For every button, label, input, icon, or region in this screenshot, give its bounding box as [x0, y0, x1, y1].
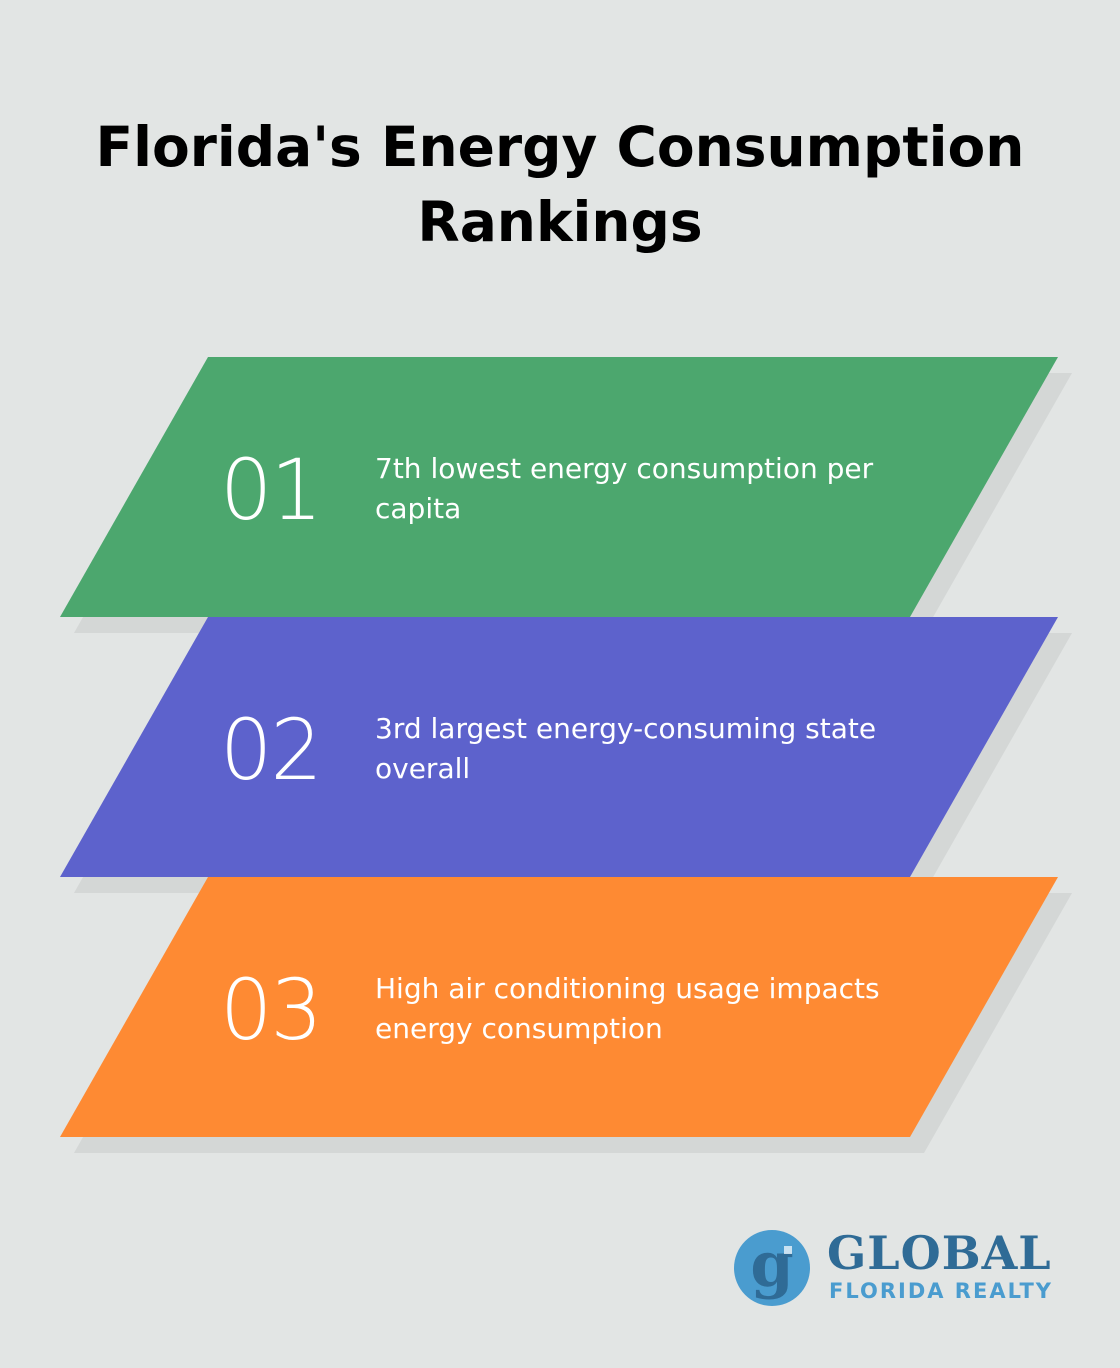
- ranking-item-2: 02 3rd largest energy-consuming state ov…: [0, 617, 1120, 893]
- ranking-text-3: High air conditioning usage impacts ener…: [375, 972, 880, 1045]
- svg-text:g: g: [750, 1228, 793, 1301]
- page-title-line-1: Florida's Energy Consumption: [95, 115, 1025, 179]
- ranking-item-3-shape: [60, 877, 1072, 1153]
- ranking-item-1-shape: [60, 357, 1072, 633]
- logo-name: GLOBAL: [827, 1226, 1052, 1280]
- page-title: Florida's Energy Consumption Rankings: [0, 110, 1120, 260]
- ranking-text-1: 7th lowest energy consumption per capita: [375, 452, 874, 525]
- brand-logo: g GLOBAL FLORIDA REALTY: [732, 1228, 1062, 1310]
- g-monogram-icon: g: [734, 1228, 810, 1306]
- ranking-item-3: 03 High air conditioning usage impacts e…: [0, 877, 1120, 1153]
- logo-tagline: FLORIDA REALTY: [829, 1279, 1054, 1303]
- ranking-text-2: 3rd largest energy-consuming state overa…: [375, 712, 877, 785]
- page-title-line-2: Rankings: [417, 190, 703, 254]
- ranking-number-3: 03: [220, 961, 323, 1059]
- ranking-item-1: 01 7th lowest energy consumption per cap…: [0, 357, 1120, 633]
- ranking-number-2: 02: [220, 701, 323, 799]
- ranking-number-1: 01: [220, 441, 323, 539]
- ranking-item-2-shape: [60, 617, 1072, 893]
